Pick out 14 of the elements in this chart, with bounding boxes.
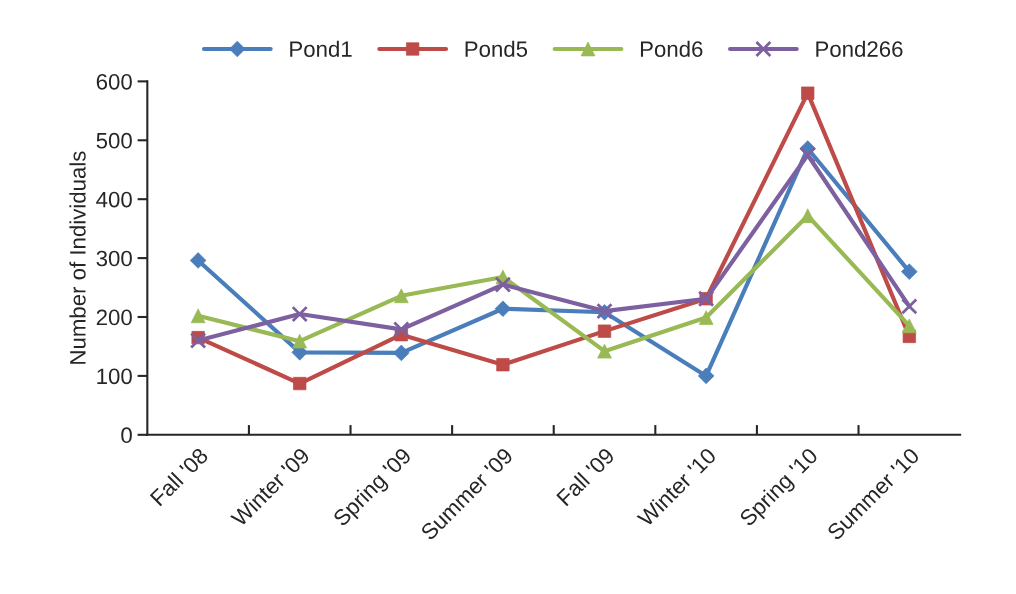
y-tick-label: 300 xyxy=(96,250,132,267)
x-tick-label: Fall '08 xyxy=(149,446,209,507)
y-tick-label: 400 xyxy=(96,191,132,208)
y-axis-title: Number of Individuals xyxy=(69,151,86,364)
legend-label: Pond6 xyxy=(640,40,703,57)
y-tick-label: 100 xyxy=(97,368,132,385)
legend-label: Pond1 xyxy=(290,40,352,57)
y-tick-label: 600 xyxy=(96,73,132,90)
legend-label: Pond5 xyxy=(465,40,528,57)
y-tick-label: 0 xyxy=(121,427,132,444)
y-tick-label: 200 xyxy=(96,309,132,326)
legend-label: Pond266 xyxy=(816,40,903,57)
x-tick-label: Fall '09 xyxy=(555,446,616,507)
y-tick-label: 500 xyxy=(96,132,132,149)
